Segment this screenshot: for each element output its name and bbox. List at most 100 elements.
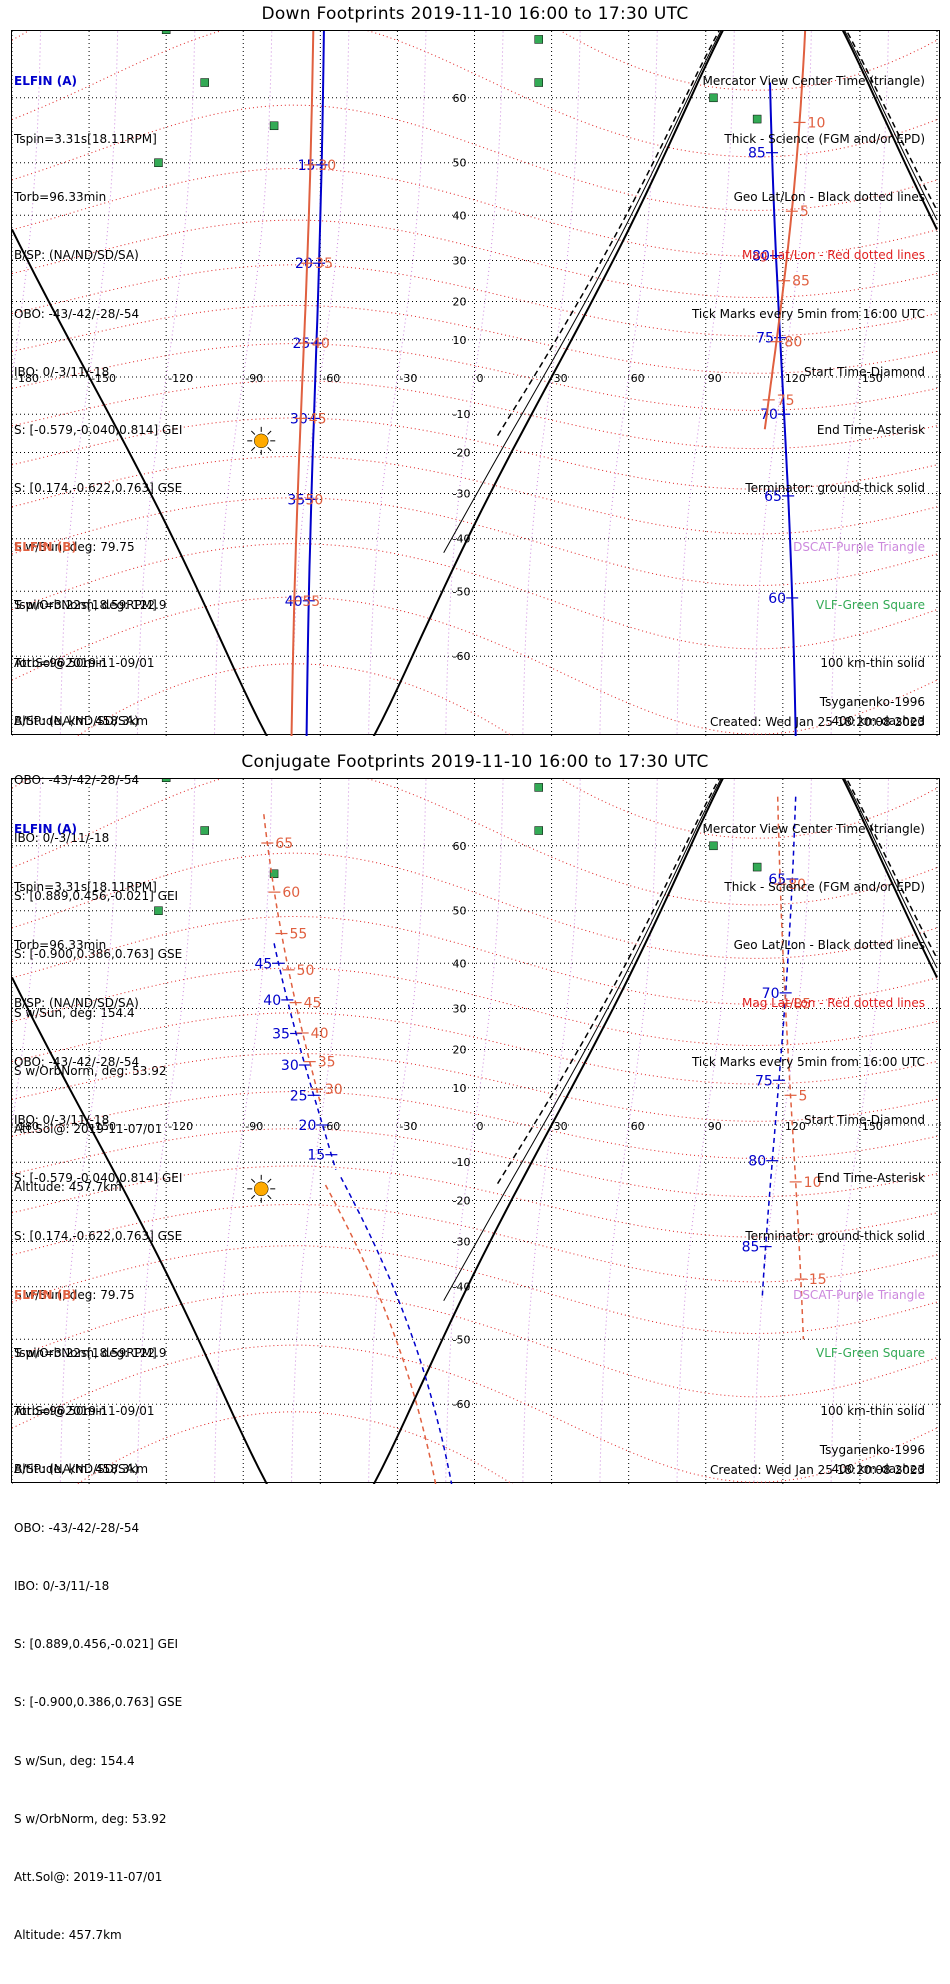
track-tick-label: 25 — [292, 336, 310, 352]
legend-line: VLF-Green Square — [816, 597, 925, 612]
lon-tick-label: -60 — [322, 1120, 340, 1133]
lat-tick-label: -10 — [453, 1156, 471, 1169]
legend-line: DSCAT-Purple Triangle — [793, 1287, 925, 1302]
mag-parallel — [12, 1203, 938, 1283]
track-tick-label: 65 — [764, 489, 782, 505]
elfin-a-line: S w/Sun, deg: 79.75 — [14, 539, 135, 554]
legend-line: Mercator View Center Time (triangle) — [702, 821, 925, 836]
mag-parallel — [12, 31, 938, 158]
panel-title: Conjugate Footprints 2019-11-10 16:00 to… — [241, 752, 709, 772]
sun-ray — [267, 1178, 272, 1183]
vlf-station-marker — [752, 862, 762, 872]
track-tick-label: 80 — [788, 877, 806, 893]
elfin-a-line: S: [0.174,-0.622,0.763] GSE — [14, 1229, 183, 1244]
track-tick-label: 40 — [312, 336, 330, 352]
elfin-b-line: S w/OrbNorm, deg: 53.92 — [14, 1811, 167, 1826]
legend-line: Start Time-Diamond — [803, 364, 925, 379]
elfin-b-track — [324, 1184, 437, 1484]
lon-tick-label: -150 — [91, 372, 116, 385]
legend-line: Terminator: ground-thick solid — [745, 481, 925, 496]
elfin-a-line: Tspin=3.31s[18.11RPM] — [14, 880, 157, 895]
track-tick-label: 85 — [742, 1240, 760, 1256]
lon-tick-label: -180 — [14, 372, 39, 385]
elfin-b-label: ELFIN (B) — [14, 1287, 77, 1302]
lon-tick-label: -30 — [399, 1120, 417, 1133]
vlf-station-marker — [534, 35, 543, 44]
lon-tick-label: 150 — [862, 372, 883, 385]
legend-line: Start Time-Diamond — [803, 1112, 925, 1127]
lat-tick-label: -60 — [453, 650, 471, 663]
elfin-a-line: Torb=96.33min — [14, 938, 107, 953]
lat-tick-label: -50 — [453, 585, 471, 598]
legend-line: Tick Marks every 5min from 16:00 UTC — [691, 306, 925, 321]
sun-ray — [250, 446, 256, 452]
vlf-station-marker — [161, 779, 171, 783]
mag-parallel — [76, 1411, 514, 1484]
sun-ray — [250, 1194, 256, 1200]
track-tick-label: 30 — [325, 1082, 343, 1098]
mag-parallel — [12, 1165, 938, 1238]
lat-tick-label: 40 — [453, 957, 467, 970]
footprint-map: -180 -150 -120 -90 -60 -30 0 30 60 90 120 150 180 70 6… — [12, 779, 941, 1484]
track-tick-label: 85 — [748, 146, 766, 162]
lat-tick-label: 10 — [453, 334, 467, 347]
legend-line: Tick Marks every 5min from 16:00 UTC — [691, 1054, 925, 1069]
lon-tick-label: -60 — [322, 372, 340, 385]
footer-created: Created: Wed Jan 25 18:20:08 2023 — [710, 715, 925, 729]
lon-tick-label: 120 — [785, 1120, 806, 1133]
footer-author: Tsyganenko-1996 — [819, 1443, 925, 1457]
elfin-a-line: S w/OrbNorm, deg: 122.9 — [14, 1345, 167, 1360]
footprint-map: -180 -150 -120 -90 -60 -30 0 30 60 90 120 150 180 70 6… — [12, 31, 941, 736]
sun-ray — [267, 1194, 272, 1200]
elfin-b-info: ELFIN (B) Tspin=3.22s[18.59RPM] Torb=96.… — [14, 1247, 182, 1984]
track-tick-label: 45 — [304, 996, 322, 1012]
elfin-b-line: Tspin=3.22s[18.59RPM] — [14, 1346, 157, 1361]
elfin-b-line: S w/Sun, deg: 154.4 — [14, 1753, 135, 1768]
lat-tick-label: -40 — [453, 533, 471, 546]
map-frame: -180 -150 -120 -90 -60 -30 0 30 60 90 120 150 180 70 6… — [11, 778, 941, 1942]
track-tick-label: 35 — [287, 492, 305, 508]
elfin-b-line: Altitude: 457.7km — [14, 1180, 122, 1195]
track-tick-label: 55 — [289, 927, 307, 943]
sun-icon — [253, 433, 269, 449]
track-tick-label: 65 — [275, 836, 293, 852]
track-tick-label: 85 — [793, 996, 811, 1012]
elfin-a-line: Torb=96.33min — [14, 190, 107, 205]
elfin-b-line: Torb=96.50min — [14, 656, 107, 671]
lat-tick-label: 20 — [453, 295, 467, 308]
lat-tick-label: 60 — [453, 840, 467, 853]
elfin-b-line: S: [0.889,0.456,-0.021] GEI — [14, 1637, 179, 1652]
mag-parallel — [12, 852, 938, 959]
legend-line: Geo Lat/Lon - Black dotted lines — [733, 938, 925, 953]
mag-parallel — [12, 417, 938, 490]
lon-tick-label: 90 — [708, 1120, 722, 1133]
elfin-b-line: Tspin=3.22s[18.59RPM] — [14, 598, 157, 613]
elfin-b-line: Att.Sol@: 2019-11-07/01 — [14, 1870, 163, 1884]
lat-tick-label: 20 — [453, 1043, 467, 1056]
elfin-b-line: IBO: 0/-3/11/-18 — [14, 830, 110, 845]
legend-line: 100 km-thin solid — [820, 656, 925, 670]
legend-line: Geo Lat/Lon - Black dotted lines — [733, 190, 925, 205]
elfin-b-line: B/SP: (NA/ND/SD/SA) — [14, 714, 139, 729]
vlf-station-marker — [709, 93, 718, 103]
sun-ray — [267, 430, 272, 435]
track-tick-label: 10 — [804, 1175, 822, 1191]
lat-tick-label: 40 — [453, 209, 467, 222]
lat-tick-label: -20 — [453, 1195, 471, 1208]
track-tick-label: 5 — [800, 204, 809, 220]
mag-parallel — [76, 663, 514, 736]
sun-ray — [250, 430, 256, 435]
elfin-b-line: OBO: -43/-42/-28/-54 — [14, 1520, 140, 1535]
elfin-b-track — [290, 31, 315, 736]
elfin-a-track — [340, 1176, 453, 1484]
track-tick-label: 85 — [792, 274, 810, 290]
elfin-a-track — [305, 31, 325, 736]
down-footprints-panel: Down Footprints 2019-11-10 16:00 to 17:3… — [0, 0, 950, 1194]
legend-line: 400 km-dashed — [831, 714, 925, 729]
track-tick-label: 75 — [755, 1073, 773, 1089]
legend-line: Thick - Science (FGM and/or EPD) — [724, 132, 925, 147]
legend-line: VLF-Green Square — [816, 1345, 925, 1360]
track-tick-label: 30 — [318, 158, 336, 174]
elfin-a-label: ELFIN (A) — [14, 821, 77, 836]
vlf-station-marker — [709, 841, 718, 851]
